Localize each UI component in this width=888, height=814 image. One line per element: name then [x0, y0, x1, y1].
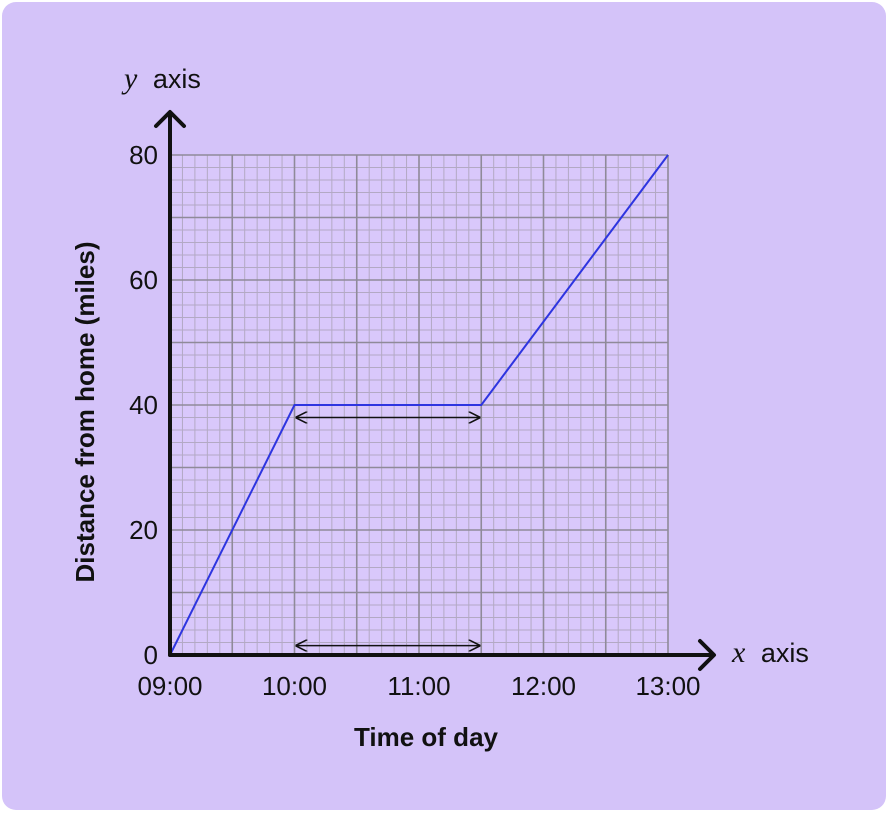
- y-tick-label: 40: [129, 390, 158, 420]
- x-tick-label: 11:00: [387, 671, 450, 701]
- tick-labels: 09:00 10:00 11:00 12:00 13:00 0 20 40 60 80: [129, 140, 700, 701]
- x-axis-name: x axis: [731, 636, 809, 669]
- y-tick-label: 60: [129, 265, 158, 295]
- y-axis-var: y: [121, 62, 138, 95]
- series-layer: [169, 154, 669, 656]
- axes-layer: [154, 110, 716, 671]
- y-axis-word: axis: [153, 64, 201, 94]
- y-tick-label: 80: [129, 140, 158, 170]
- x-axis-title: Time of day: [354, 722, 499, 752]
- x-axis-arrow: [698, 639, 716, 671]
- distance-line: [169, 154, 669, 656]
- y-axis-title: Distance from home (miles): [70, 242, 100, 583]
- annotation-layer: [297, 418, 480, 646]
- x-tick-label: 12:00: [511, 671, 576, 701]
- x-tick-label: 09:00: [137, 671, 202, 701]
- x-tick-label: 13:00: [635, 671, 700, 701]
- x-axis-var: x: [731, 636, 746, 669]
- y-axis-arrow: [154, 110, 186, 128]
- y-tick-label: 0: [144, 640, 158, 670]
- x-axis-word: axis: [761, 638, 809, 668]
- y-tick-label: 20: [129, 515, 158, 545]
- y-axis-name: y axis: [121, 62, 201, 95]
- x-tick-label: 10:00: [262, 671, 327, 701]
